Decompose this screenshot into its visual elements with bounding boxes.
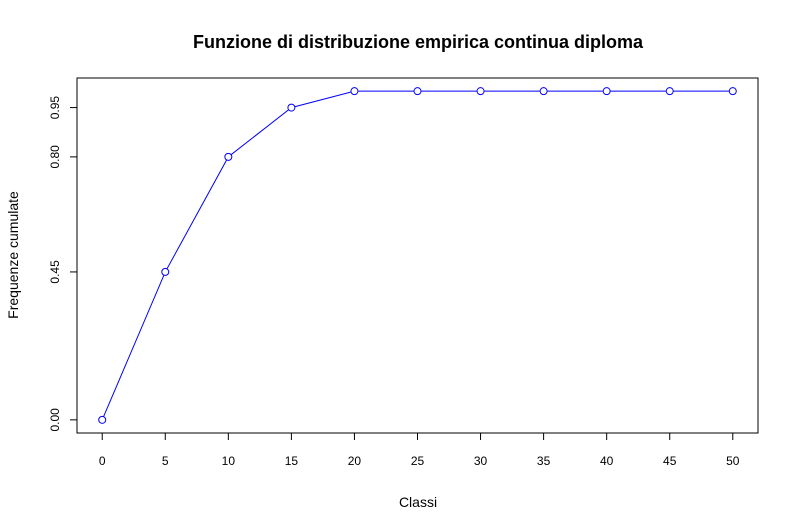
x-axis: 0 5 10 15 20 25 30 35 40 45 50 [99,432,740,468]
y-tick-label: 0.80 [48,145,62,169]
y-axis: 0.00 0.45 0.80 0.95 [48,96,78,432]
x-tick-label: 50 [726,454,740,468]
x-axis-label: Classi [399,494,437,510]
y-axis-label: Frequenze cumulate [5,191,21,319]
data-point [98,415,107,424]
data-point [350,87,359,96]
data-point [539,87,548,96]
x-tick-label: 0 [99,454,106,468]
plot-frame [76,77,759,434]
data-point [224,152,233,161]
x-tick-label: 5 [162,454,169,468]
data-point [287,103,296,112]
chart-title: Funzione di distribuzione empirica conti… [193,32,644,52]
y-tick-label: 0.95 [48,96,62,120]
data-point [476,87,485,96]
x-tick-label: 40 [600,454,614,468]
data-point [665,87,674,96]
y-tick-label: 0.45 [48,260,62,284]
data-point [161,267,170,276]
series-line [101,90,733,421]
x-tick-label: 25 [411,454,425,468]
x-tick-label: 30 [474,454,488,468]
data-point [602,87,611,96]
x-tick-label: 10 [222,454,236,468]
x-tick-label: 45 [663,454,677,468]
data-point [413,87,422,96]
y-tick-label: 0.00 [48,408,62,432]
data-point [728,87,737,96]
x-tick-label: 20 [348,454,362,468]
x-tick-label: 15 [285,454,299,468]
x-tick-label: 35 [537,454,551,468]
plot-area [98,87,737,424]
